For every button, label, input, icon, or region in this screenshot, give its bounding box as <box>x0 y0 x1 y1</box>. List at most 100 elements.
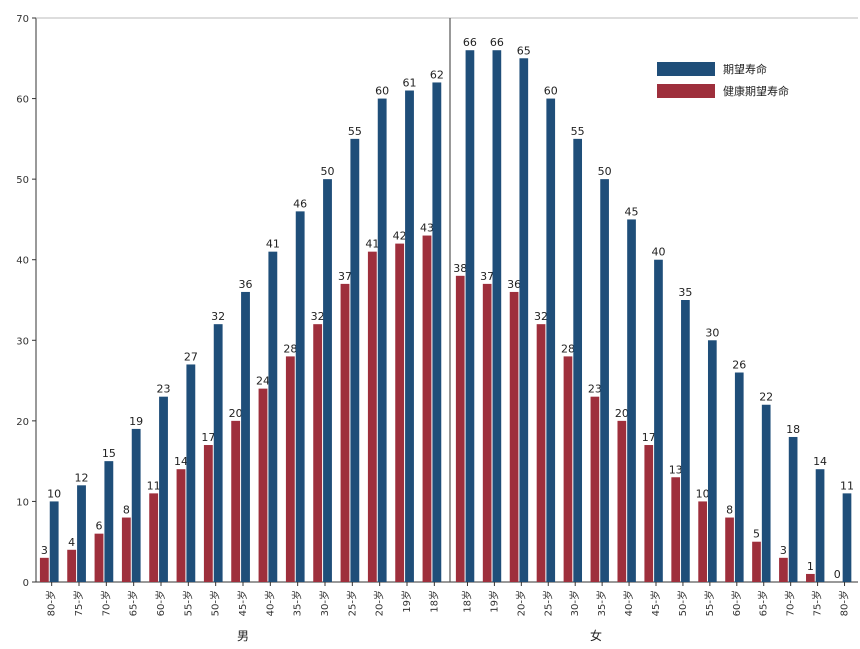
data-label-healthy-life-expectancy: 23 <box>588 383 602 396</box>
bar-life-expectancy <box>213 324 223 582</box>
bar-healthy-life-expectancy <box>258 388 268 582</box>
y-tick-label: 10 <box>16 497 29 508</box>
legend-label: 健康期望寿命 <box>723 84 789 98</box>
data-label-healthy-life-expectancy: 3 <box>780 544 787 557</box>
y-tick-label: 30 <box>16 336 29 347</box>
data-label-healthy-life-expectancy: 10 <box>696 487 710 500</box>
bar-life-expectancy <box>131 428 141 582</box>
x-tick-label: 50-岁 <box>676 590 689 616</box>
data-label-healthy-life-expectancy: 17 <box>642 431 656 444</box>
bar-healthy-life-expectancy <box>698 501 707 582</box>
bar-healthy-life-expectancy <box>367 251 377 582</box>
bar-life-expectancy <box>268 251 278 582</box>
x-tick-label: 55-岁 <box>703 590 716 616</box>
bar-life-expectancy <box>350 138 360 582</box>
bar-healthy-life-expectancy <box>39 557 49 582</box>
data-label-healthy-life-expectancy: 38 <box>453 262 467 275</box>
group-label: 女 <box>590 628 602 643</box>
data-label-life-expectancy: 50 <box>321 165 335 178</box>
bar-healthy-life-expectancy <box>536 324 546 582</box>
data-label-life-expectancy: 23 <box>157 383 171 396</box>
x-tick-label: 70-岁 <box>99 590 112 616</box>
data-label-life-expectancy: 50 <box>598 165 612 178</box>
data-label-life-expectancy: 61 <box>403 77 417 90</box>
bar-life-expectancy <box>761 404 771 582</box>
data-label-healthy-life-expectancy: 13 <box>669 463 683 476</box>
x-tick-label: 25-岁 <box>345 590 358 616</box>
x-tick-label: 75-岁 <box>72 590 85 616</box>
bar-life-expectancy <box>681 300 690 582</box>
legend-label: 期望寿命 <box>723 62 767 76</box>
data-label-life-expectancy: 15 <box>102 447 116 460</box>
bar-healthy-life-expectancy <box>94 533 104 582</box>
bar-life-expectancy <box>49 501 59 582</box>
x-tick-label: 30-岁 <box>318 590 331 616</box>
data-label-life-expectancy: 40 <box>651 246 665 259</box>
bar-life-expectancy <box>241 291 250 582</box>
data-label-healthy-life-expectancy: 1 <box>807 560 814 573</box>
x-tick-label: 35-岁 <box>291 590 304 616</box>
x-tick-label: 30-岁 <box>568 590 581 616</box>
bar-life-expectancy <box>77 485 86 582</box>
data-label-life-expectancy: 12 <box>75 471 89 484</box>
x-tick-label: 60-岁 <box>730 590 743 616</box>
data-label-healthy-life-expectancy: 20 <box>615 407 629 420</box>
x-tick-label: 80-岁 <box>45 590 58 616</box>
bar-healthy-life-expectancy <box>563 356 573 582</box>
data-label-life-expectancy: 35 <box>678 286 692 299</box>
x-tick-label: 25-岁 <box>541 590 554 616</box>
x-tick-label: 70-岁 <box>784 590 797 616</box>
bar-life-expectancy <box>546 98 556 583</box>
data-label-life-expectancy: 26 <box>732 359 746 372</box>
x-tick-label: 18岁 <box>427 590 440 613</box>
x-tick-label: 75-岁 <box>811 590 824 616</box>
x-tick-label: 65-岁 <box>127 590 140 616</box>
bar-life-expectancy <box>788 436 798 582</box>
legend-swatch <box>657 62 715 76</box>
data-label-healthy-life-expectancy: 3 <box>41 544 48 557</box>
data-label-healthy-life-expectancy: 20 <box>229 407 243 420</box>
bar-life-expectancy <box>842 493 852 582</box>
bar-healthy-life-expectancy <box>231 420 241 582</box>
data-label-life-expectancy: 36 <box>239 278 253 291</box>
data-label-life-expectancy: 66 <box>490 36 504 49</box>
data-label-life-expectancy: 55 <box>571 125 585 138</box>
data-label-life-expectancy: 18 <box>786 423 800 436</box>
bar-healthy-life-expectancy <box>340 283 350 582</box>
x-tick-label: 45-岁 <box>236 590 249 616</box>
bar-healthy-life-expectancy <box>725 517 734 582</box>
data-label-life-expectancy: 45 <box>625 205 639 218</box>
bar-healthy-life-expectancy <box>149 493 159 582</box>
data-label-healthy-life-expectancy: 36 <box>507 278 521 291</box>
data-label-life-expectancy: 22 <box>759 391 773 404</box>
bar-healthy-life-expectancy <box>671 477 681 582</box>
data-label-healthy-life-expectancy: 24 <box>256 375 270 388</box>
data-label-life-expectancy: 19 <box>129 415 143 428</box>
data-label-healthy-life-expectancy: 5 <box>753 528 760 541</box>
x-tick-label: 20-岁 <box>373 590 386 616</box>
x-tick-label: 50-岁 <box>209 590 222 616</box>
y-tick-label: 0 <box>23 578 29 589</box>
data-label-healthy-life-expectancy: 41 <box>365 238 379 251</box>
bar-life-expectancy <box>432 82 442 582</box>
data-label-life-expectancy: 62 <box>430 68 444 81</box>
data-label-healthy-life-expectancy: 42 <box>393 230 407 243</box>
legend-swatch <box>657 84 715 98</box>
bar-healthy-life-expectancy <box>313 324 323 582</box>
y-tick-label: 50 <box>16 175 29 186</box>
bar-healthy-life-expectancy <box>67 549 77 582</box>
bar-healthy-life-expectancy <box>482 283 492 582</box>
bar-life-expectancy <box>815 469 825 582</box>
bar-life-expectancy <box>734 372 744 582</box>
bar-life-expectancy <box>295 211 305 582</box>
bar-healthy-life-expectancy <box>422 235 432 583</box>
data-label-life-expectancy: 32 <box>211 310 225 323</box>
data-label-life-expectancy: 55 <box>348 125 362 138</box>
data-label-life-expectancy: 46 <box>293 197 307 210</box>
x-tick-label: 35-岁 <box>595 590 608 616</box>
data-label-healthy-life-expectancy: 8 <box>726 504 733 517</box>
bar-life-expectancy <box>186 364 196 582</box>
bar-healthy-life-expectancy <box>617 420 627 582</box>
x-tick-label: 19岁 <box>400 590 413 613</box>
